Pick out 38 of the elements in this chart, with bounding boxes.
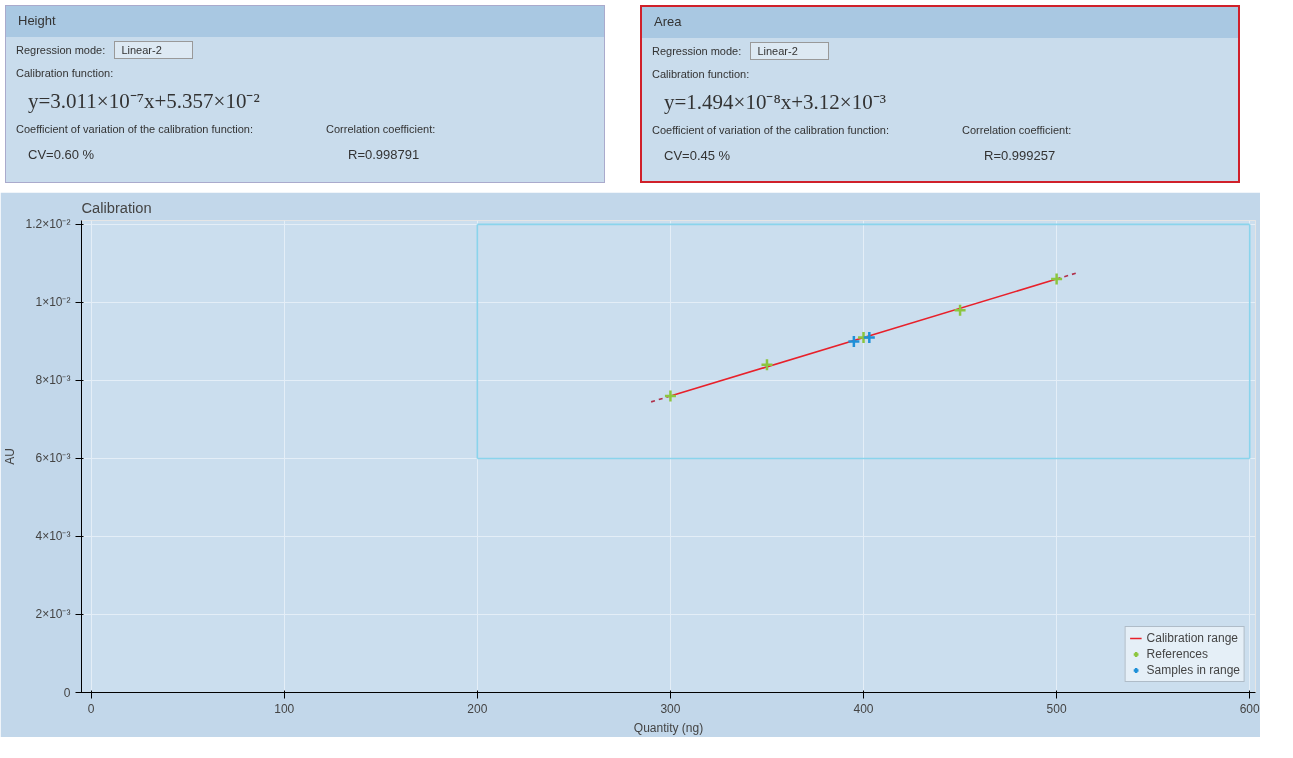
text: Regression mode:: [652, 44, 742, 57]
x-tick-label: 0: [87, 701, 95, 716]
text: Calibration function:: [651, 67, 751, 83]
text: Correlation coefficient:: [962, 122, 1072, 138]
y-tick-label: 4×10⁻³: [35, 529, 71, 544]
text: y=1.494×10⁻⁸x+3.12×10⁻³: [663, 88, 887, 116]
text: R=0.998791: [348, 145, 420, 164]
y-tick-label: 6×10⁻³: [35, 451, 71, 466]
text: CV=0.60 %: [28, 145, 96, 164]
text: Regression mode:: [16, 43, 106, 56]
text: CV=0.45 %: [664, 146, 732, 165]
text: Correlation coefficient:: [326, 121, 436, 137]
text: Coefficient of variation of the calibration function:: [16, 121, 255, 137]
text: Coefficient of variation of the calibration function:: [652, 122, 891, 138]
x-tick-label: 500: [1046, 701, 1067, 716]
y-tick-label: 0: [63, 685, 71, 700]
text: y=3.011×10⁻⁷x+5.357×10⁻²: [27, 87, 261, 115]
text: Linear-2: [114, 40, 193, 59]
legend-label: Samples in range: [1146, 663, 1240, 677]
x-tick-label: 300: [660, 701, 681, 716]
y-tick-label: 1×10⁻²: [35, 295, 71, 310]
text: Height: [6, 6, 604, 37]
text: Linear-2: [750, 41, 829, 60]
chart-title: Calibration: [81, 199, 152, 216]
text: Area: [642, 7, 1238, 38]
y-tick-label: 8×10⁻³: [35, 373, 71, 388]
legend-label: References: [1146, 647, 1208, 661]
y-tick-label: 2×10⁻³: [35, 607, 71, 622]
text: Calibration function:: [15, 66, 115, 82]
x-tick-label: 400: [853, 701, 874, 716]
x-axis-title: Quantity (ng): [633, 720, 704, 735]
x-tick-label: 600: [1239, 701, 1261, 716]
x-tick-label: 200: [467, 701, 488, 716]
y-tick-label: 1.2×10⁻²: [25, 217, 71, 232]
x-tick-label: 100: [274, 701, 295, 716]
legend-label: Calibration range: [1146, 631, 1238, 645]
y-axis-title: AU: [3, 448, 18, 465]
text: R=0.999257: [984, 146, 1056, 165]
